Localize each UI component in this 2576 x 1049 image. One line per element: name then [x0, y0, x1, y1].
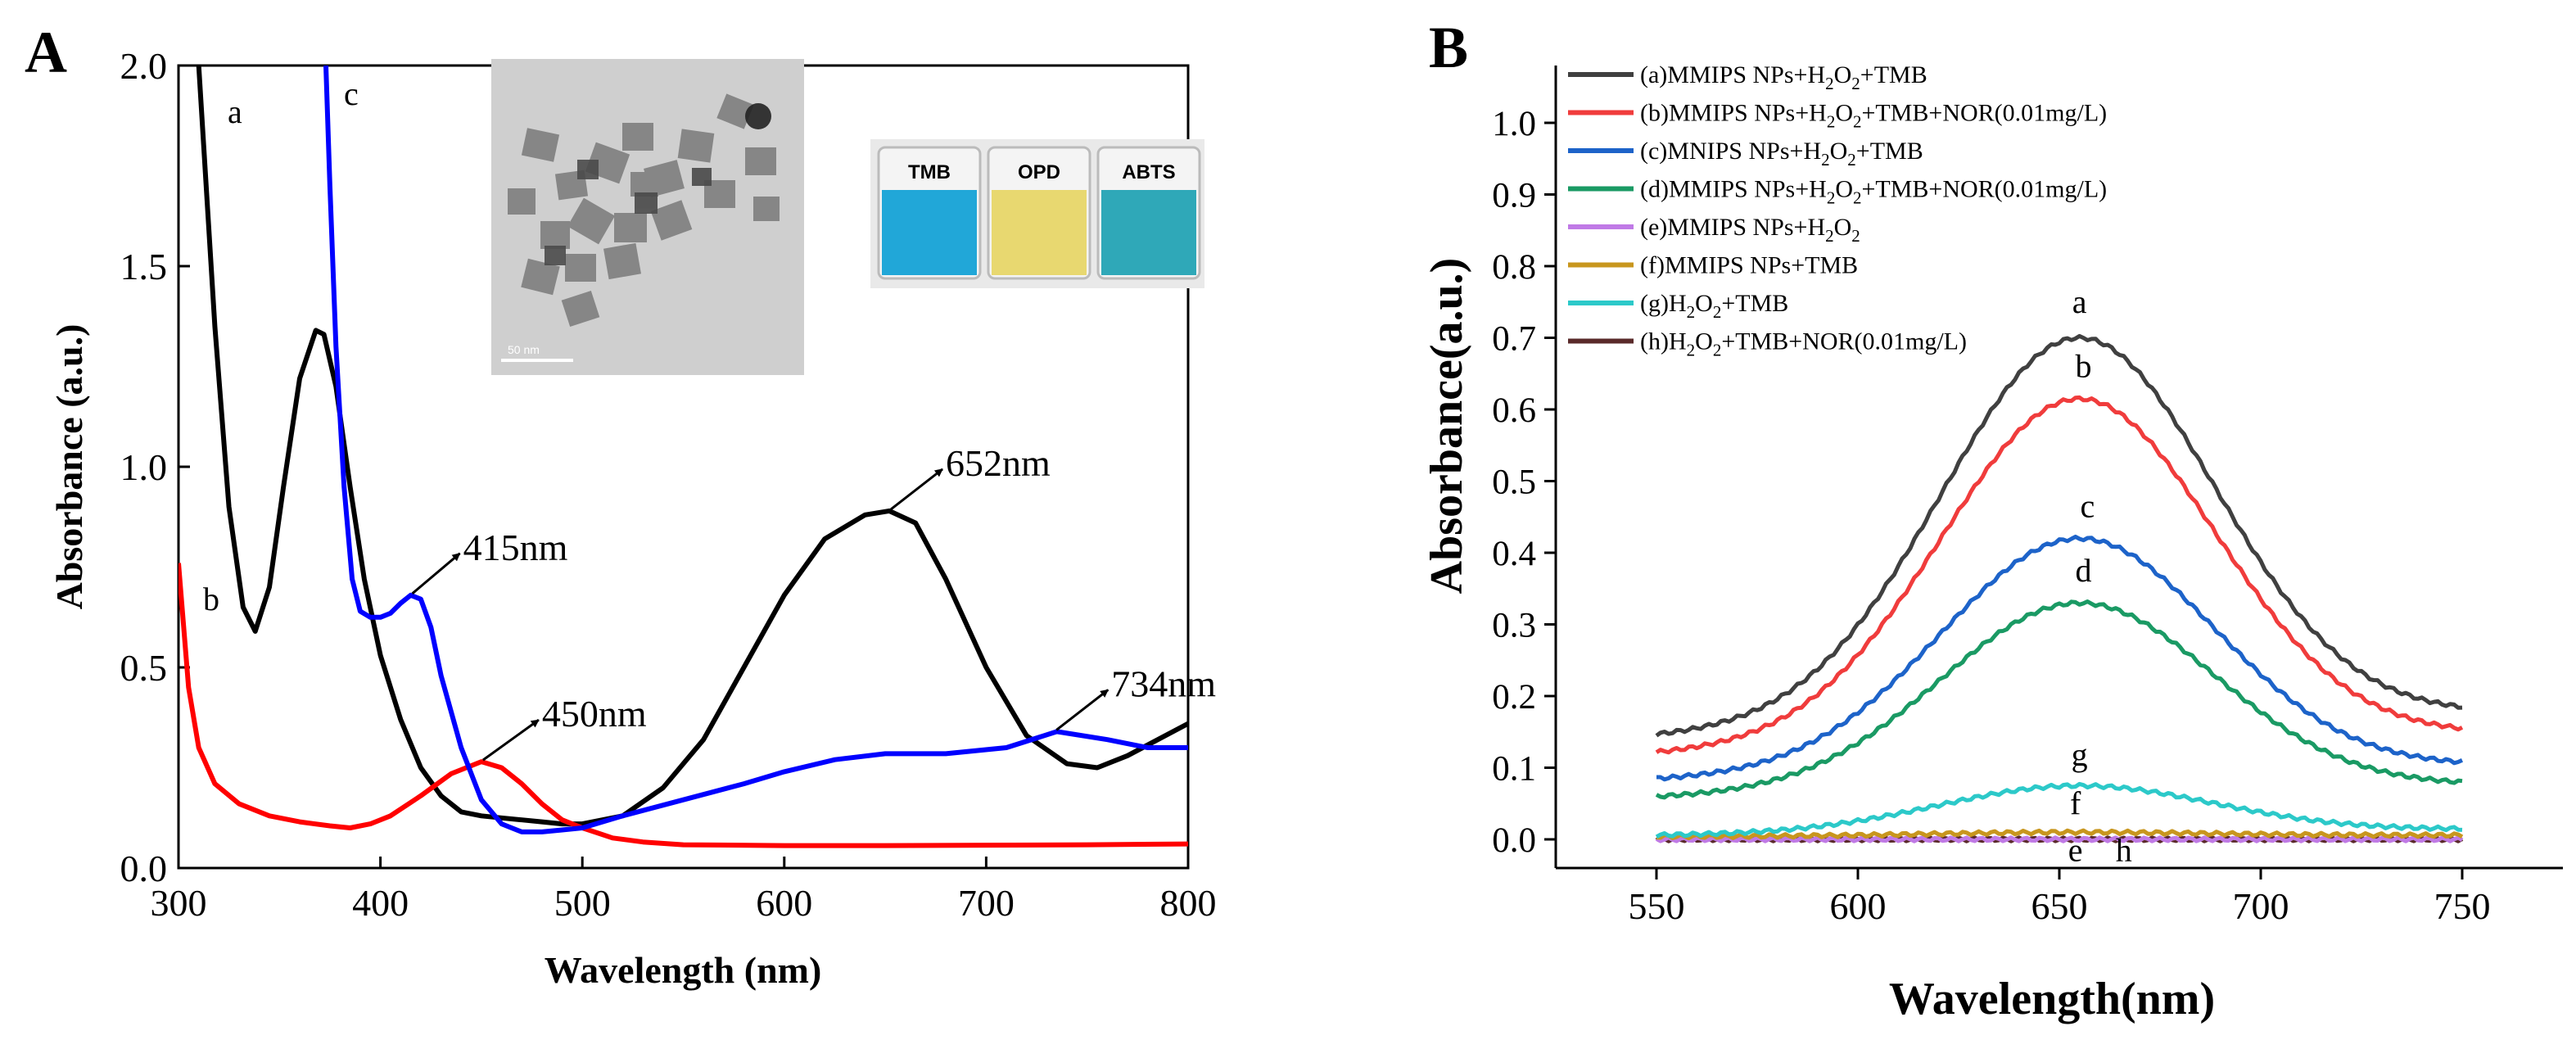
panel-a-series-a	[196, 66, 1188, 827]
legend-label-f: (f)MMIPS NPs+TMB	[1640, 252, 1858, 279]
panel-b-curve-label-b: b	[2076, 348, 2092, 385]
panel-b-xtick-label: 550	[1629, 885, 1685, 927]
panel-b-xtick-label: 650	[2031, 885, 2088, 927]
panel-a-series-c	[323, 66, 1188, 834]
panel-b-curve-label-a: a	[2072, 283, 2087, 320]
legend-item-c: (c)MNIPS NPs+H2O2+TMB	[1568, 138, 1923, 170]
panel-b-curve-label-f: f	[2070, 784, 2081, 821]
panel-b-ytick-label: 0.8	[1492, 248, 1536, 287]
vial-label-opd: OPD	[1018, 161, 1060, 183]
panel-b-curve-label-d: d	[2076, 552, 2092, 589]
panel-a-series-b	[179, 563, 1188, 848]
legend-label-e: (e)MMIPS NPs+H2O2	[1640, 214, 1860, 246]
legend-item-h: (h)H2O2+TMB+NOR(0.01mg/L)	[1568, 328, 1967, 360]
panel-b-ytick-label: 0.2	[1492, 678, 1536, 717]
panel-a-curve-labels: a b c	[203, 75, 359, 617]
panel-a-ytick-label: 2.0	[120, 45, 168, 87]
panel-a-xtick-label: 400	[352, 882, 409, 924]
panel-a-xtick-label: 500	[554, 882, 611, 924]
panel-b-curve-label-c: c	[2081, 487, 2095, 524]
panel-b-xtick-label: 700	[2233, 885, 2289, 927]
panel-b-series-e	[1655, 835, 2464, 843]
legend-item-g: (g)H2O2+TMB	[1568, 290, 1788, 322]
panel-b-curves	[1655, 333, 2464, 843]
vial-opd: OPD	[987, 146, 1091, 280]
scale-bar-text: 50 nm	[508, 343, 540, 356]
panel-b-xtick-label: 750	[2434, 885, 2491, 927]
panel-b-series-a	[1655, 333, 2463, 738]
panel-b-curve-labels: ab cd gfe h	[2068, 283, 2132, 868]
vial-label-abts: ABTS	[1122, 161, 1175, 183]
legend-item-a: (a)MMIPS NPs+H2O2+TMB	[1568, 61, 1927, 93]
panel-b-plot: 550 600 650 700 750 0.0 0.1 0.2 0.3 0.4 0.5 0.6 0.7 0…	[1421, 61, 2563, 1024]
panel-b-ylabel: Absorbance(a.u.)	[1421, 258, 1472, 595]
panel-a-xlabel: Wavelength (nm)	[545, 949, 822, 991]
panel-b-legend: (a)MMIPS NPs+H2O2+TMB (b)MMIPS NPs+H2O2+T…	[1568, 61, 2107, 360]
panel-a-annotation-arrow	[411, 552, 461, 595]
panel-b-ytick-label: 0.6	[1492, 391, 1536, 430]
legend-item-d: (d)MMIPS NPs+H2O2+TMB+NOR(0.01mg/L)	[1568, 176, 2107, 208]
panel-b-series-b	[1655, 395, 2464, 755]
panel-b-curve-label-h: h	[2116, 831, 2132, 868]
panel-a-annotation-label: 450nm	[542, 693, 647, 735]
panel-b-ytick-label: 0.0	[1492, 821, 1536, 860]
vial-abts: ABTS	[1096, 146, 1201, 280]
legend-label-h: (h)H2O2+TMB+NOR(0.01mg/L)	[1640, 328, 1967, 360]
panel-b-curve-label-e: e	[2068, 831, 2083, 868]
legend-item-b: (b)MMIPS NPs+H2O2+TMB+NOR(0.01mg/L)	[1568, 100, 2107, 132]
panel-a-xtick-label: 600	[756, 882, 812, 924]
panel-a-ytick-label: 0.5	[120, 647, 168, 689]
legend-label-g: (g)H2O2+TMB	[1640, 290, 1788, 322]
panel-b-xtick-label: 600	[1830, 885, 1887, 927]
panel-b-ytick-label: 0.4	[1492, 535, 1536, 573]
panel-a-curves	[179, 66, 1188, 848]
panel-a-annotation-arrow	[890, 468, 943, 511]
panel-a-annotation-arrow	[482, 718, 540, 762]
panel-a-ytick-label: 1.0	[120, 446, 168, 488]
panel-b-curve-label-g: g	[2072, 736, 2088, 773]
legend-label-b: (b)MMIPS NPs+H2O2+TMB+NOR(0.01mg/L)	[1640, 100, 2107, 132]
legend-item-f: (f)MMIPS NPs+TMB	[1568, 252, 1858, 279]
panel-b-ytick-label: 1.0	[1492, 105, 1536, 143]
panel-b-xlabel: Wavelength(nm)	[1889, 974, 2215, 1024]
legend-label-a: (a)MMIPS NPs+H2O2+TMB	[1640, 61, 1927, 93]
panel-a-annotation-label: 652nm	[946, 442, 1051, 484]
vial-label-tmb: TMB	[908, 161, 951, 183]
panel-b-series-g	[1655, 781, 2463, 839]
panel-b-ytick-label: 0.1	[1492, 750, 1536, 789]
panel-a-label: A	[25, 20, 67, 85]
tem-inset-image: 50 nm	[491, 59, 804, 375]
panel-a-annotation-label: 734nm	[1111, 662, 1216, 704]
panel-b-ticks: 550 600 650 700 750 0.0 0.1 0.2 0.3 0.4 0.5 0.6 0.7 0…	[1492, 105, 2490, 927]
vial-tmb: TMB	[877, 146, 982, 280]
panel-a-xtick-label: 300	[151, 882, 207, 924]
legend-label-d: (d)MMIPS NPs+H2O2+TMB+NOR(0.01mg/L)	[1640, 176, 2107, 208]
legend-label-c: (c)MNIPS NPs+H2O2+TMB	[1640, 138, 1923, 170]
panel-a-peak-annotations: 415nm 450nm 652nm 734nm	[411, 442, 1216, 762]
panel-b-ytick-label: 0.5	[1492, 463, 1536, 502]
panel-a-annotation-arrow	[1055, 689, 1109, 731]
panel-a-plot: 300 400 500 600 700 800 0.0 0.5 1.0 1.5 2.0 a b c 41…	[48, 45, 1217, 991]
panel-b-series-c	[1656, 534, 2464, 782]
vials-inset-photo: TMB OPD ABTS	[870, 139, 1204, 288]
panel-a-ticks: 300 400 500 600 700 800 0.0 0.5 1.0 1.5 2.0	[120, 45, 1217, 924]
panel-a-ylabel: Absorbance (a.u.)	[48, 324, 90, 610]
panel-b-ytick-label: 0.7	[1492, 320, 1536, 359]
panel-a-annotation-label: 415nm	[463, 527, 568, 568]
panel-b-series-f	[1656, 828, 2464, 841]
panel-a-curve-label-c: c	[344, 75, 359, 112]
panel-a-ytick-label: 1.5	[120, 246, 168, 287]
panel-a-curve-label-b: b	[203, 581, 219, 617]
panel-b-label: B	[1429, 15, 1468, 80]
panel-a-xtick-label: 700	[958, 882, 1015, 924]
legend-item-e: (e)MMIPS NPs+H2O2	[1568, 214, 1860, 246]
panel-b-ytick-label: 0.9	[1492, 177, 1536, 215]
panel-a-xtick-label: 800	[1160, 882, 1217, 924]
panel-b-ytick-label: 0.3	[1492, 607, 1536, 645]
panel-a-ytick-label: 0.0	[120, 848, 168, 889]
panel-b-series-d	[1655, 599, 2463, 800]
panel-a-curve-label-a: a	[228, 93, 242, 130]
